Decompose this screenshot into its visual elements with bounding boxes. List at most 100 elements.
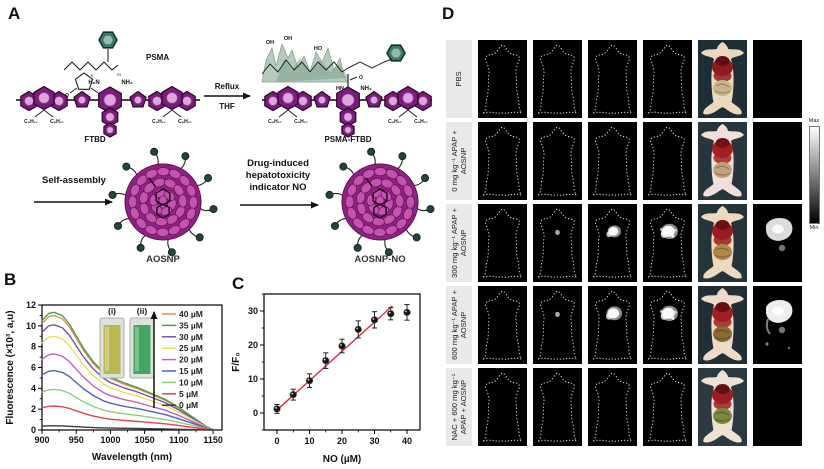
svg-text:10: 10 xyxy=(26,321,36,331)
data-point xyxy=(322,357,330,365)
data-point xyxy=(387,310,395,318)
svg-text:20: 20 xyxy=(337,436,347,446)
exvivo-liver-panel xyxy=(753,286,802,364)
svg-text:Reflux: Reflux xyxy=(215,82,240,91)
nir-image-panel xyxy=(533,286,582,364)
nir-image-panel xyxy=(478,122,527,200)
svg-text:0: 0 xyxy=(274,436,279,446)
data-point xyxy=(370,316,379,324)
svg-text:HO: HO xyxy=(314,46,323,52)
svg-text:C₈H₁₇: C₈H₁₇ xyxy=(50,119,64,125)
nir-image-panel xyxy=(643,368,692,446)
dissection-photo-panel xyxy=(698,122,747,200)
legend-entry: 5 µM xyxy=(179,389,198,399)
series-line xyxy=(41,369,214,431)
row-label: 600 mg kg⁻¹ APAP + AOSNP xyxy=(449,290,468,360)
svg-text:Drug-induced: Drug-induced xyxy=(247,158,309,169)
imaging-row-pbs: PBS xyxy=(446,40,802,118)
svg-text:8: 8 xyxy=(31,342,36,352)
svg-text:HN: HN xyxy=(336,86,344,92)
svg-text:950: 950 xyxy=(69,435,84,445)
legend-entry: 30 µM xyxy=(179,332,203,342)
data-point xyxy=(338,342,346,350)
svg-text:H₂N: H₂N xyxy=(88,80,99,86)
nir-image-panel xyxy=(478,286,527,364)
series-line xyxy=(41,335,214,431)
fluorescence-signal xyxy=(606,225,622,238)
exvivo-liver-panel xyxy=(753,40,802,118)
svg-text:1100: 1100 xyxy=(169,435,189,445)
svg-text:PSMA-FTBD: PSMA-FTBD xyxy=(324,135,371,144)
legend-entry: 15 µM xyxy=(179,366,203,376)
nir-image-panel xyxy=(643,204,692,282)
svg-text:30: 30 xyxy=(248,306,258,316)
nir-image-panel xyxy=(533,204,582,282)
panel-d-label: D xyxy=(442,4,455,23)
svg-text:FTBD: FTBD xyxy=(84,135,106,144)
row-label-box: 300 mg kg⁻¹ APAP + AOSNP xyxy=(446,204,472,282)
svg-text:0: 0 xyxy=(253,408,258,418)
nir-image-panel xyxy=(643,122,692,200)
fluorescence-signal xyxy=(555,229,560,235)
nir-image-panel xyxy=(478,204,527,282)
svg-text:10: 10 xyxy=(248,374,258,384)
svg-text:1150: 1150 xyxy=(203,435,223,445)
row-label: PBS xyxy=(454,71,464,87)
liver-fluorescence xyxy=(766,217,793,252)
data-point xyxy=(273,405,281,413)
svg-text:Fluorescence (×10³, a,u): Fluorescence (×10³, a,u) xyxy=(5,310,16,424)
legend-entry: 25 µM xyxy=(179,343,203,353)
data-point xyxy=(305,377,314,385)
series-line xyxy=(41,405,214,431)
svg-text:1000: 1000 xyxy=(100,435,120,445)
fit-line xyxy=(276,305,393,411)
legend-entry: 0 µM xyxy=(179,400,198,410)
synthesis-scheme: OOOnmPSMAC₈H₁₇C₈H₁₇H₂NNH₂C₈H₁₇C₈H₁₇FTBDR… xyxy=(16,31,435,265)
svg-text:0: 0 xyxy=(31,425,36,435)
dissection-photo-panel xyxy=(698,286,747,364)
legend-entry: 10 µM xyxy=(179,377,203,387)
svg-text:1050: 1050 xyxy=(135,435,155,445)
calibration-curve-chart: 0 10 20 30 40 0 10 20 30 NO (µM) F/F₀ xyxy=(231,293,421,465)
svg-text:indicator NO: indicator NO xyxy=(249,182,306,193)
nir-image-panel xyxy=(643,40,692,118)
exvivo-liver-panel xyxy=(753,204,802,282)
svg-text:6: 6 xyxy=(31,363,36,373)
svg-text:AOSNP-NO: AOSNP-NO xyxy=(354,254,405,265)
row-label-box: NAC + 600 mg kg⁻¹ APAP + AOSNP xyxy=(446,368,472,446)
panel-c-label: C xyxy=(232,274,245,293)
row-label-box: PBS xyxy=(446,40,472,118)
svg-text:Wavelength (nm): Wavelength (nm) xyxy=(92,452,172,463)
data-point xyxy=(403,308,411,316)
nir-image-panel xyxy=(533,122,582,200)
row-label-box: 0 mg kg⁻¹ APAP + AOSNP xyxy=(446,122,472,200)
nir-image-panel xyxy=(643,286,692,364)
dissection-photo-panel xyxy=(698,40,747,118)
svg-text:C₈H₁₇: C₈H₁₇ xyxy=(152,119,166,125)
svg-text:NH₂: NH₂ xyxy=(360,86,372,92)
svg-text:20: 20 xyxy=(248,340,258,350)
dissection-photo-panel xyxy=(698,204,747,282)
svg-text:m: m xyxy=(117,72,121,77)
nir-image-panel xyxy=(588,122,637,200)
data-point xyxy=(354,325,362,333)
svg-text:NO (µM): NO (µM) xyxy=(323,454,362,465)
svg-text:n: n xyxy=(91,73,94,78)
imaging-row-nac: NAC + 600 mg kg⁻¹ APAP + AOSNP xyxy=(446,368,802,446)
svg-text:NH₂: NH₂ xyxy=(121,80,133,86)
svg-text:2: 2 xyxy=(31,404,36,414)
svg-text:30: 30 xyxy=(369,436,379,446)
fluorescence-signal xyxy=(605,306,623,321)
svg-text:C₈H₁₇: C₈H₁₇ xyxy=(178,119,192,125)
svg-text:OH: OH xyxy=(266,40,274,46)
exvivo-liver-panel xyxy=(753,368,802,446)
svg-text:40: 40 xyxy=(402,436,412,446)
nir-image-panel xyxy=(533,40,582,118)
svg-text:(i): (i) xyxy=(108,306,116,316)
dissection-photo-panel xyxy=(698,368,747,446)
svg-text:4: 4 xyxy=(31,383,36,393)
row-label: 300 mg kg⁻¹ APAP + AOSNP xyxy=(449,208,468,278)
row-label-box: 600 mg kg⁻¹ APAP + AOSNP xyxy=(446,286,472,364)
series-line xyxy=(41,353,214,431)
svg-text:Self-assembly: Self-assembly xyxy=(42,175,107,186)
